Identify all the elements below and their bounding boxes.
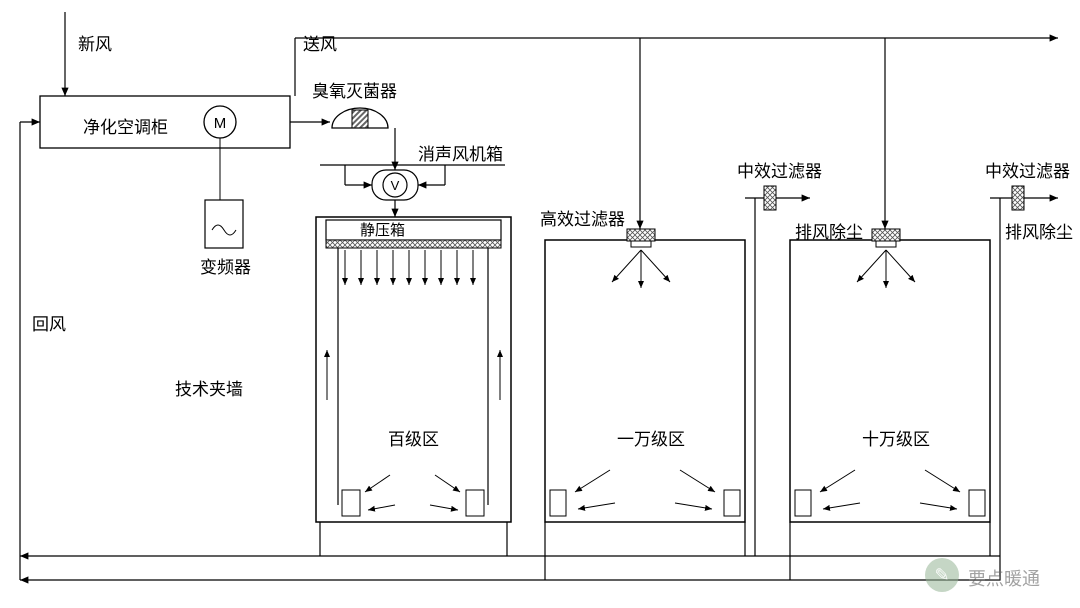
zone100-floor-arrows <box>365 475 460 510</box>
fresh-air-label: 新风 <box>78 30 112 55</box>
zone10k-grille-l <box>550 490 566 516</box>
ozone-label: 臭氧灭菌器 <box>312 77 397 102</box>
wall-label: 技术夹墙 <box>175 375 243 400</box>
plenum-down-arrows <box>345 250 473 285</box>
motor-label: M <box>214 115 227 132</box>
med-filter-2-label: 中效过滤器 <box>985 157 1070 182</box>
plenum-hatch <box>326 240 501 248</box>
zone10k-label: 一万级区 <box>617 425 685 450</box>
hepa-100k-base <box>876 241 896 247</box>
ahu-label: 净化空调柜 <box>83 113 168 138</box>
hepa-label: 高效过滤器 <box>540 205 625 230</box>
vfd-label: 变频器 <box>200 253 251 278</box>
hepa-100k <box>872 229 900 241</box>
v-label: V <box>391 178 400 193</box>
zone100k-floor-arrows <box>820 470 960 509</box>
zone10k-grille-r <box>724 490 740 516</box>
return-air-label: 回风 <box>32 310 66 335</box>
zone100k-grille-l <box>795 490 811 516</box>
med-filter-1-label: 中效过滤器 <box>737 157 822 182</box>
exhaust-2-label: 排风除尘 <box>1005 218 1073 243</box>
plenum-box <box>326 220 501 240</box>
med-filter-100k <box>1012 186 1024 210</box>
exhaust-1-label: 排风除尘 <box>795 218 863 243</box>
med-filter-10k <box>764 186 776 210</box>
plenum-label: 静压箱 <box>360 222 405 239</box>
zone10k-diffuser-arrows <box>612 250 670 288</box>
zone10k-floor-arrows <box>575 470 715 509</box>
zone100-grille-r <box>466 490 484 516</box>
ozone-core <box>352 110 368 128</box>
zone10k-box <box>545 240 745 522</box>
zone100k-grille-r <box>969 490 985 516</box>
zone100-grille-l <box>342 490 360 516</box>
hepa-10k <box>627 229 655 241</box>
zone100k-label: 十万级区 <box>862 425 930 450</box>
zone100k-diffuser-arrows <box>857 250 915 288</box>
zone100k-box <box>790 240 990 522</box>
diagram-svg: M V 静压箱 <box>0 0 1080 608</box>
hepa-10k-base <box>631 241 651 247</box>
vfd-box <box>205 200 243 248</box>
silencer-label: 消声风机箱 <box>418 140 503 165</box>
zone100-label: 百级区 <box>388 425 439 450</box>
supply-air-label: 送风 <box>303 30 337 55</box>
watermark-text: 要点暖通 <box>968 565 1040 591</box>
watermark-icon: ✎ <box>925 558 959 592</box>
